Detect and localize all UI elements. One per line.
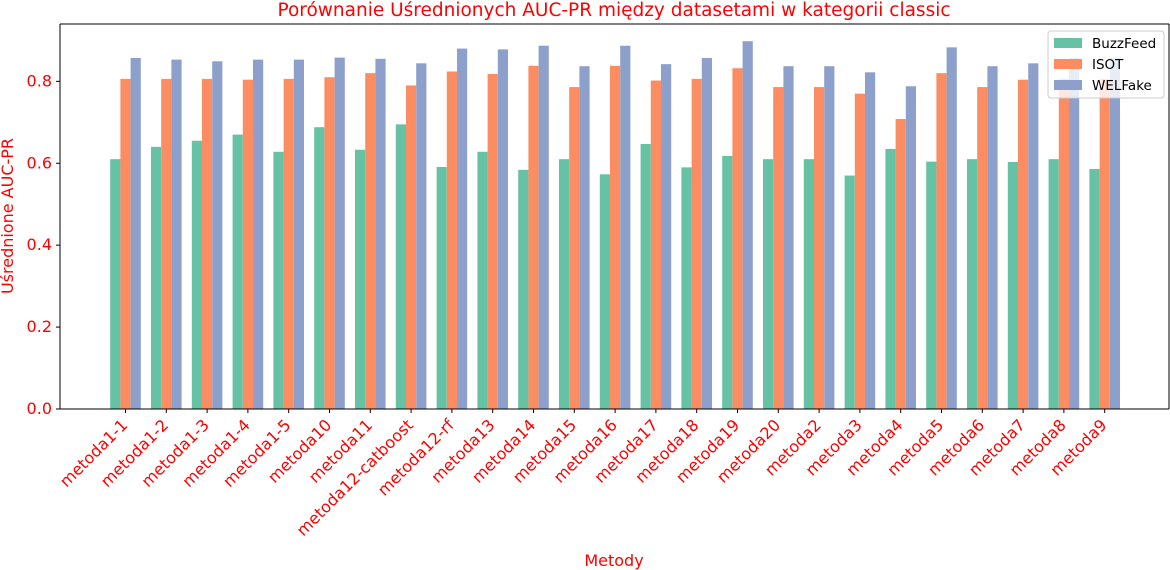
bar-welfake-metoda1-5: [293, 59, 304, 409]
bar-buzzfeed-metoda18: [681, 167, 692, 409]
bar-buzzfeed-metoda10: [314, 127, 325, 410]
bar-welfake-metoda17: [661, 64, 672, 409]
bar-isot-metoda1-5: [283, 78, 294, 409]
bar-isot-metoda18: [691, 78, 702, 409]
bar-welfake-metoda7: [1028, 63, 1039, 409]
bar-buzzfeed-metoda1-1: [110, 159, 121, 409]
bar-buzzfeed-metoda4: [885, 148, 896, 410]
bar-buzzfeed-metoda12-catboost: [395, 124, 406, 409]
bar-isot-metoda1-2: [161, 78, 172, 409]
bar-welfake-metoda4: [905, 86, 916, 409]
y-tick-label: 0.4: [27, 235, 52, 254]
bar-buzzfeed-metoda14: [518, 169, 529, 409]
bar-welfake-metoda5: [946, 47, 957, 409]
y-tick-label: 0.0: [27, 399, 52, 418]
legend-swatch-buzzfeed: [1054, 38, 1082, 48]
legend-label-welfake: WELFake: [1092, 78, 1152, 94]
bar-welfake-metoda1-4: [253, 59, 264, 409]
bar-welfake-metoda3: [865, 72, 876, 409]
bar-welfake-metoda10: [334, 57, 345, 410]
bar-welfake-metoda2: [824, 66, 835, 409]
bar-isot-metoda12-rf: [446, 71, 457, 409]
bar-isot-metoda3: [854, 93, 865, 409]
bar-buzzfeed-metoda13: [477, 151, 488, 410]
bar-isot-metoda8: [1058, 78, 1069, 409]
bar-isot-metoda9: [1099, 78, 1110, 409]
bar-welfake-metoda12-catboost: [416, 63, 427, 409]
bar-isot-metoda4: [895, 119, 906, 410]
bar-buzzfeed-metoda16: [599, 174, 610, 409]
axes-group: [59, 23, 1170, 410]
bar-buzzfeed-metoda5: [926, 161, 937, 409]
bar-buzzfeed-metoda15: [559, 159, 570, 409]
bar-isot-metoda11: [365, 73, 376, 410]
bar-welfake-metoda13: [497, 49, 508, 409]
bar-welfake-metoda8: [1069, 57, 1080, 410]
bar-welfake-metoda14: [538, 45, 549, 410]
bar-welfake-metoda9: [1109, 57, 1120, 410]
bar-welfake-metoda19: [742, 41, 753, 409]
bar-isot-metoda13: [487, 73, 498, 409]
bar-buzzfeed-metoda12-rf: [436, 166, 447, 409]
y-tick-label: 0.6: [27, 153, 52, 172]
bar-isot-metoda6: [977, 87, 988, 409]
bar-buzzfeed-metoda2: [803, 159, 814, 409]
bar-buzzfeed-metoda8: [1048, 159, 1059, 409]
bar-isot-metoda1-3: [202, 78, 213, 409]
legend-label-buzzfeed: BuzzFeed: [1092, 36, 1156, 52]
bar-isot-metoda17: [650, 80, 661, 410]
bar-isot-metoda1-4: [242, 79, 253, 409]
bar-isot-metoda10: [324, 77, 335, 410]
bar-isot-metoda5: [936, 73, 947, 410]
bar-isot-metoda1-1: [120, 78, 131, 409]
bar-isot-metoda12-catboost: [406, 85, 417, 409]
bar-buzzfeed-metoda3: [844, 175, 855, 409]
y-axis-label: Uśrednione AUC-PR: [0, 138, 17, 294]
bar-isot-metoda16: [610, 65, 621, 409]
bar-welfake-metoda18: [701, 57, 712, 410]
y-tick-label: 0.8: [27, 71, 52, 90]
bar-buzzfeed-metoda6: [967, 159, 978, 409]
bar-welfake-metoda15: [579, 66, 590, 409]
bar-buzzfeed-metoda17: [640, 144, 651, 409]
bar-isot-metoda14: [528, 65, 539, 409]
bar-welfake-metoda11: [375, 58, 386, 410]
bars-group: [110, 41, 1120, 410]
bar-isot-metoda2: [814, 87, 825, 409]
legend-swatch-isot: [1054, 59, 1082, 69]
bar-buzzfeed-metoda1-2: [151, 146, 162, 409]
bar-welfake-metoda6: [987, 66, 998, 409]
legend-swatch-welfake: [1054, 80, 1082, 90]
bar-welfake-metoda20: [783, 66, 794, 409]
bar-buzzfeed-metoda20: [763, 159, 774, 409]
legend: BuzzFeed ISOT WELFake: [1047, 30, 1165, 99]
bar-buzzfeed-metoda1-5: [273, 151, 284, 410]
chart-title: Porównanie Uśrednionych AUC-PR między da…: [277, 0, 950, 21]
x-axis-label: Metody: [584, 551, 643, 570]
bar-buzzfeed-metoda9: [1089, 168, 1100, 409]
bar-welfake-metoda16: [620, 45, 631, 410]
y-tick-label: 0.2: [27, 317, 52, 336]
bar-buzzfeed-metoda19: [722, 155, 733, 409]
legend-label-isot: ISOT: [1092, 57, 1124, 73]
bar-buzzfeed-metoda1-4: [232, 134, 243, 409]
bar-buzzfeed-metoda7: [1007, 162, 1018, 409]
bar-isot-metoda15: [569, 87, 580, 409]
bar-isot-metoda20: [773, 87, 784, 409]
bar-isot-metoda7: [1018, 79, 1029, 409]
bar-buzzfeed-metoda1-3: [191, 140, 202, 410]
bar-welfake-metoda1-2: [171, 59, 182, 409]
bar-welfake-metoda12-rf: [457, 48, 468, 409]
bar-buzzfeed-metoda11: [355, 149, 366, 410]
bar-welfake-metoda1-1: [130, 57, 141, 410]
bar-isot-metoda19: [732, 68, 743, 409]
bar-welfake-metoda1-3: [212, 61, 223, 410]
